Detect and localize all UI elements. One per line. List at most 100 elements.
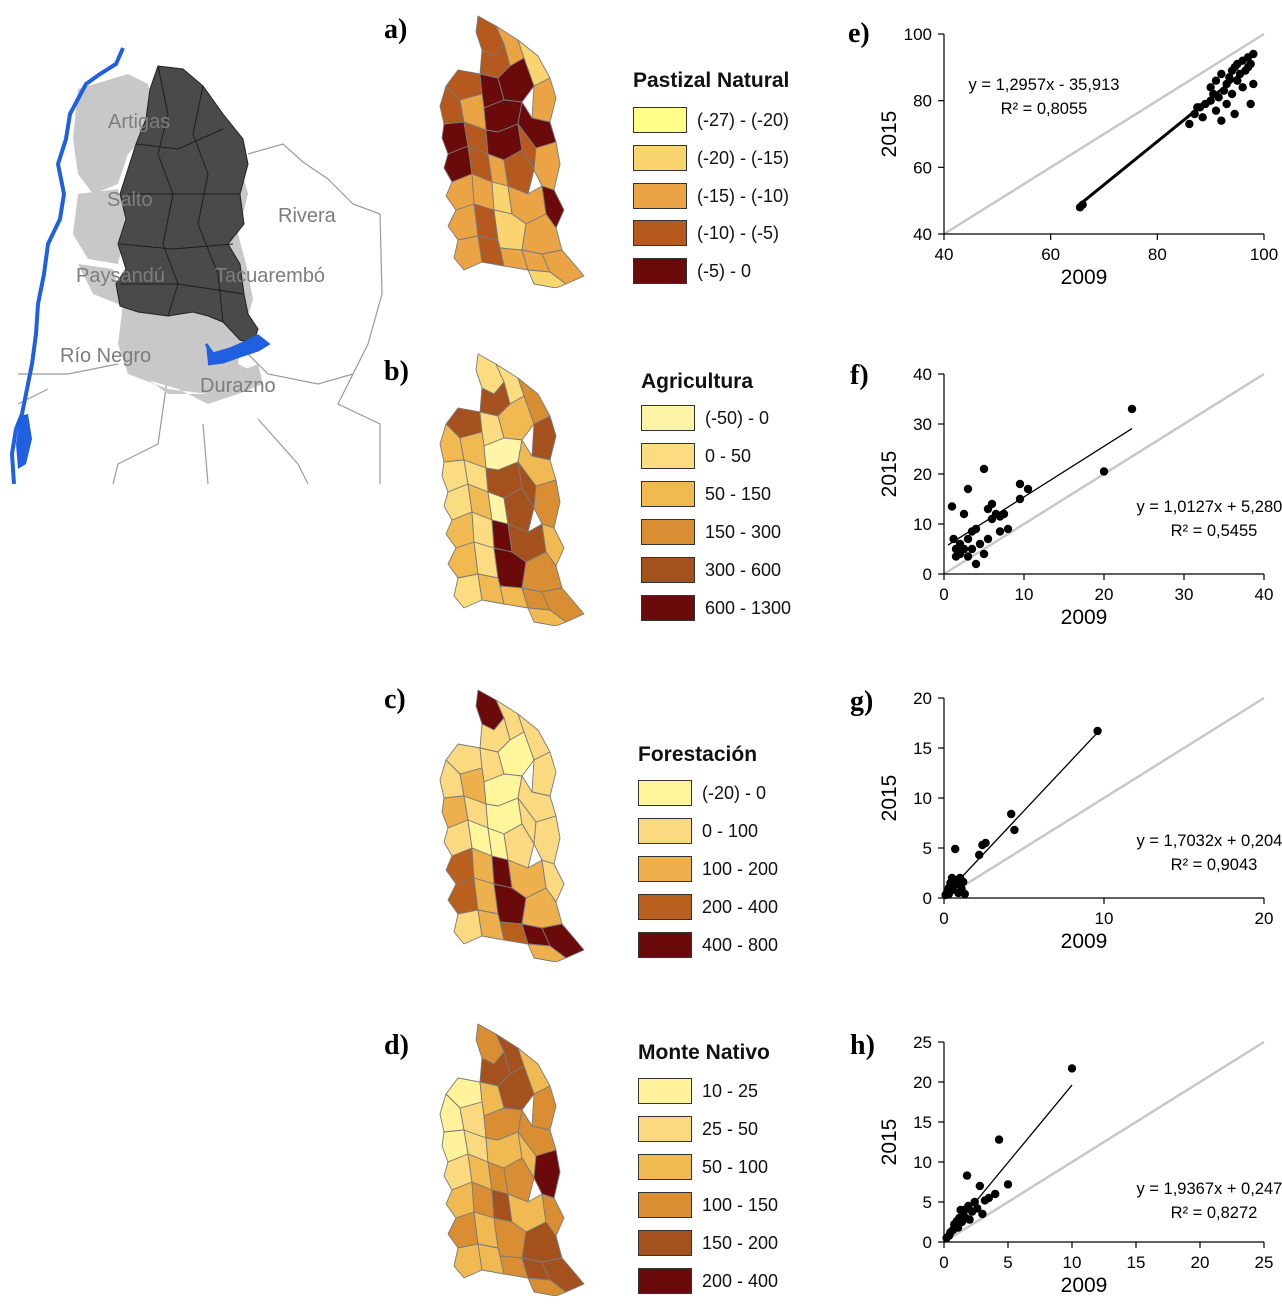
scatter-point: [979, 464, 989, 474]
regression-equation: y = 1,7032x + 0,2046: [1136, 832, 1282, 850]
x-tick-label: 15: [1127, 1253, 1146, 1272]
r-squared-label: R² = 0,8272: [1171, 1204, 1258, 1222]
legend-label: 50 - 150: [705, 483, 772, 504]
legend-item: (-27) - (-20): [633, 106, 789, 134]
scatter-point: [1238, 83, 1247, 92]
uruguay-river: [9, 47, 125, 485]
panel-letter-c: c): [384, 684, 406, 715]
legend-label: 150 - 300: [705, 521, 782, 542]
sub-basin-polygon: [541, 1193, 565, 1237]
sub-basin-polygon: [531, 77, 557, 123]
legend-swatch: [638, 1078, 692, 1104]
scatter-point: [1015, 479, 1025, 489]
legend-swatch: [641, 443, 695, 469]
x-tick-label: 80: [1148, 245, 1167, 264]
label-rio-negro: Río Negro: [60, 345, 151, 367]
legend-swatch: [633, 183, 687, 209]
y-tick-label: 5: [923, 1193, 932, 1212]
sub-basin-polygon: [527, 607, 567, 626]
scatter-point: [1249, 79, 1258, 89]
sub-basin-polygon: [503, 1157, 535, 1203]
legend-label: 600 - 1300: [705, 597, 792, 618]
y-axis-label: 2015: [878, 451, 901, 498]
legend-item: (-20) - 0: [638, 779, 766, 807]
y-tick-label: 10: [913, 789, 932, 808]
legend-item: 200 - 400: [638, 893, 778, 921]
scatter-point: [1067, 1064, 1077, 1073]
scatter-point: [994, 1135, 1004, 1144]
legend-swatch: [641, 405, 695, 431]
scatter-point: [999, 509, 1009, 519]
x-axis-label: 2009: [1061, 930, 1108, 953]
scatter-point: [978, 1209, 987, 1219]
sub-basin-polygon: [447, 1211, 479, 1249]
scatter-point: [963, 484, 973, 494]
x-tick-label: 100: [1250, 245, 1278, 264]
y-tick-label: 20: [913, 689, 932, 708]
scatter-point: [981, 838, 990, 848]
scatter-point: [967, 544, 977, 554]
sub-basin-polygon: [541, 185, 565, 229]
sub-basin-polygon: [503, 487, 535, 533]
y-axis-label: 2015: [878, 1119, 901, 1166]
legend-label: (-20) - (-15): [697, 147, 790, 168]
legend-swatch: [638, 818, 692, 844]
x-axis-label: 2009: [1061, 606, 1108, 629]
sub-basin-polygon: [453, 1243, 483, 1279]
y-tick-label: 30: [913, 415, 932, 434]
scatter-point: [1010, 825, 1019, 835]
legend-swatch: [638, 1116, 692, 1142]
choropleth-map-a: [439, 15, 585, 288]
scatter-point: [1023, 484, 1033, 494]
legend-label: 50 - 100: [702, 1156, 769, 1177]
legend-label: 10 - 25: [702, 1080, 759, 1101]
legend-item: 200 - 400: [638, 1267, 778, 1295]
legend-label: 400 - 800: [702, 934, 779, 955]
x-tick-label: 40: [1255, 585, 1274, 604]
scatter-point: [1217, 116, 1226, 125]
scatter-point: [979, 549, 989, 559]
scatter-plot-e: 40 60 80 100 40 60 80 100 2009 2015 y = 1,2957x - …: [878, 25, 1278, 289]
scatter-point: [1230, 109, 1239, 119]
r-squared-label: R² = 0,8055: [1001, 100, 1088, 118]
sub-basin-polygon: [447, 877, 479, 915]
legend-item: 25 - 50: [638, 1115, 758, 1143]
label-rivera: Rivera: [278, 205, 337, 227]
legend-label: (-27) - (-20): [697, 109, 790, 130]
regression-equation: y = 1,0127x + 5,2804: [1136, 498, 1282, 516]
sub-basin-polygon: [541, 523, 565, 567]
scatter-point: [1246, 59, 1255, 69]
legend-item: 150 - 200: [638, 1229, 778, 1257]
scatter-point: [1211, 106, 1221, 115]
scatter-point: [947, 502, 957, 511]
x-tick-label: 60: [1041, 245, 1060, 264]
legend-label: (-50) - 0: [705, 407, 770, 428]
y-tick-label: 0: [923, 565, 932, 584]
legend-swatch: [633, 107, 687, 133]
x-tick-label: 40: [935, 245, 954, 264]
y-tick-label: 20: [913, 1073, 932, 1092]
department-boundaries: [17, 143, 383, 485]
regression-line: [947, 428, 1133, 546]
scatter-point: [975, 850, 984, 860]
scatter-plot-f: 0 10 20 30 40 0 10 20 30 40 2009 2015 y = 1,0127x + …: [878, 365, 1282, 629]
scatter-point: [1015, 494, 1025, 504]
legend-label: 25 - 50: [702, 1118, 759, 1139]
scatter-point: [1249, 49, 1258, 59]
regression-equation: y = 1,9367x + 0,2471: [1136, 1180, 1282, 1198]
choropleth-map-d: [439, 1023, 585, 1296]
legend-item: 0 - 50: [641, 442, 751, 470]
scatter-point: [965, 1215, 974, 1224]
regression-line: [943, 732, 1099, 897]
scatter-point: [1222, 99, 1231, 109]
scatter-point: [1222, 79, 1231, 89]
legend-swatch: [638, 1154, 692, 1180]
y-tick-label: 5: [923, 839, 932, 858]
panel-letter-g: g): [850, 686, 874, 717]
scatter-point: [951, 844, 960, 854]
scatter-point: [1233, 76, 1242, 85]
label-artigas: Artigas: [108, 111, 170, 133]
legend-label: (-5) - 0: [697, 260, 751, 281]
legend-swatch: [638, 932, 692, 958]
legend-label: (-15) - (-10): [697, 185, 790, 206]
